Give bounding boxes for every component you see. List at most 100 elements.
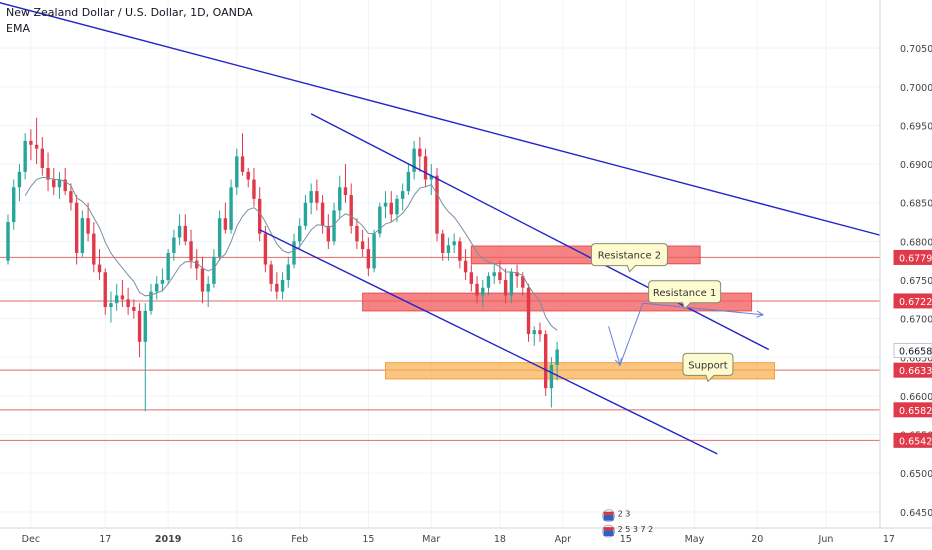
candle (195, 249, 199, 280)
candle (217, 210, 222, 261)
candle (57, 171, 62, 199)
candle (160, 268, 165, 292)
time-tick-label: Apr (555, 534, 572, 545)
time-tick-label: 20 (751, 534, 763, 545)
candle (286, 256, 290, 288)
candle (355, 218, 359, 250)
candle (280, 272, 285, 300)
candle (149, 283, 153, 315)
zone-callout-label: Support (688, 360, 728, 371)
candle (23, 133, 27, 180)
candle (120, 280, 125, 308)
candle (114, 283, 119, 311)
candle (360, 229, 365, 257)
event-badges[interactable]: 2 3 2 5 3 7 2 (602, 509, 654, 538)
candle (475, 276, 479, 304)
time-axis[interactable]: Dec17201916Feb15Mar18Apr15May20Jun17Jul (0, 527, 932, 545)
candle (183, 214, 188, 246)
candle (177, 214, 182, 246)
candle (332, 202, 336, 246)
zone-callouts[interactable]: Resistance 2 Resistance 1 Support (590, 243, 734, 383)
candle (481, 280, 485, 308)
price-label: 0.66588 (899, 346, 932, 357)
candle (303, 195, 308, 230)
candle (549, 357, 554, 408)
zone-callout-label: Resistance 2 (598, 251, 661, 262)
price-label: 0.66333 (899, 366, 932, 377)
price-label-bg (893, 249, 932, 265)
candle (172, 229, 176, 261)
zone-callout[interactable]: Support (682, 352, 734, 383)
candle (452, 233, 456, 253)
zone-rect[interactable] (385, 362, 775, 380)
price-label: 0.67792 (899, 253, 932, 264)
trend-line[interactable] (310, 113, 770, 351)
candle (298, 218, 302, 250)
indicator-label[interactable]: EMA (6, 22, 30, 35)
candle (326, 214, 331, 250)
candle (257, 187, 262, 242)
price-label-bg (893, 432, 932, 448)
candle (34, 117, 39, 165)
candle (12, 179, 16, 230)
candle (378, 202, 382, 238)
candle (315, 179, 319, 211)
candle (320, 195, 325, 234)
candle (338, 175, 342, 219)
price-label-bg (893, 362, 932, 378)
zone-callout-label: Resistance 1 (653, 288, 716, 299)
candle (503, 268, 508, 304)
candle (103, 268, 107, 315)
candle (526, 283, 531, 342)
candle (492, 264, 496, 284)
candle (349, 183, 353, 234)
candle (383, 191, 388, 219)
trend-line[interactable] (259, 229, 718, 455)
candle (80, 210, 85, 257)
candle (463, 249, 468, 280)
candle (555, 341, 559, 381)
candle (17, 164, 22, 202)
candle (46, 152, 50, 192)
time-tick-label: Feb (291, 534, 308, 545)
candle (309, 183, 313, 215)
candle (126, 287, 130, 315)
trend-line[interactable] (0, 2, 890, 239)
event-badge-text: 2 5 3 7 2 (618, 525, 654, 534)
time-tick-label: 15 (362, 534, 374, 545)
candle (389, 191, 393, 223)
zone-callout[interactable]: Resistance 2 (590, 243, 668, 273)
price-label: 0.67229 (899, 297, 932, 308)
trend-lines[interactable] (0, 2, 890, 455)
candle (97, 249, 102, 280)
event-badge-text: 2 3 (618, 510, 631, 519)
candle (263, 225, 268, 273)
candle (166, 249, 170, 284)
candle (269, 260, 273, 292)
price-label-bg (893, 342, 932, 358)
candle (372, 229, 376, 273)
zone-callout[interactable]: Resistance 1 (648, 280, 722, 310)
event-badge[interactable]: 2 5 3 7 2 (602, 524, 654, 538)
time-tick-label: May (685, 534, 705, 545)
candle (366, 237, 371, 277)
projection-path (608, 302, 764, 367)
candle (412, 140, 416, 180)
price-label-bg (893, 293, 932, 309)
candles (6, 117, 559, 412)
event-badge[interactable]: 2 3 (602, 509, 631, 523)
candle (223, 202, 228, 234)
candle (189, 229, 193, 269)
candle (69, 183, 73, 211)
